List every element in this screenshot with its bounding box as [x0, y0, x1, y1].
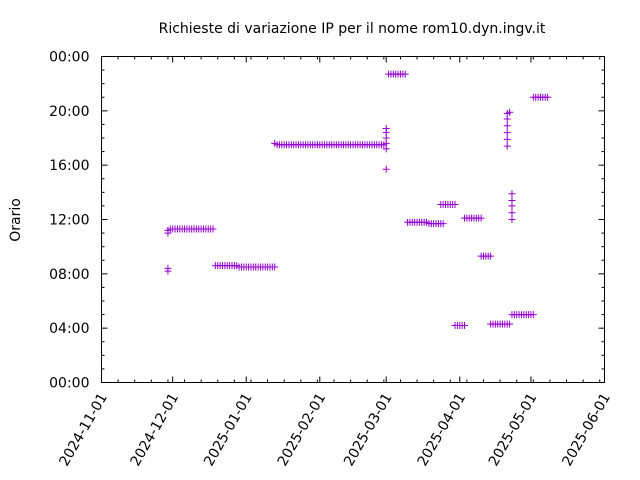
y-axis-label: Orario	[8, 198, 24, 242]
data-point	[382, 124, 390, 132]
x-tick-labels: 2024-11-01 2024-12-01 2025-01-01 2025-02-01…	[56, 391, 614, 469]
y-tick-label: 08:00	[49, 267, 89, 283]
data-point	[271, 263, 279, 271]
chart-title: Richieste di variazione IP per il nome r…	[159, 21, 546, 37]
y-tick-label: 16:00	[49, 158, 89, 174]
data-point	[164, 267, 172, 275]
data-point	[477, 214, 485, 222]
data-point	[209, 225, 217, 233]
plot-frame	[101, 56, 605, 383]
data-point	[487, 252, 495, 260]
x-tick-label: 2025-06-01	[559, 391, 614, 469]
y-tick-labels: 00:00 04:00 08:00 12:00 16:00 20:00 00:00	[49, 50, 89, 392]
data-point	[508, 216, 516, 223]
data-point	[529, 311, 537, 319]
data-point	[508, 190, 516, 198]
y-tick-label: 04:00	[49, 321, 89, 337]
x-tick-label: 2025-01-01	[201, 391, 256, 469]
data-point	[503, 122, 511, 130]
data-point	[164, 229, 172, 237]
data-point	[451, 201, 459, 209]
data-point	[382, 165, 390, 173]
x-tick-label: 2025-02-01	[275, 391, 330, 469]
x-tick-label: 2025-03-01	[341, 391, 396, 469]
data-point	[503, 129, 511, 137]
data-point	[401, 70, 409, 78]
y-tick-label: 00:00	[49, 376, 89, 392]
data-point	[508, 209, 516, 217]
data-point	[439, 220, 447, 228]
x-tick-label: 2025-04-01	[415, 391, 470, 469]
axis-ticks	[101, 56, 605, 383]
y-tick-label: 12:00	[49, 213, 89, 229]
x-tick-label: 2024-12-01	[128, 391, 183, 469]
data-point	[503, 135, 511, 143]
data-point	[544, 93, 552, 101]
y-tick-label: 00:00	[49, 50, 89, 66]
data-points	[164, 70, 552, 329]
data-point	[503, 142, 511, 150]
x-tick-label: 2025-05-01	[486, 391, 541, 469]
data-point	[461, 321, 469, 329]
y-tick-label: 20:00	[49, 104, 89, 120]
data-point	[508, 196, 516, 204]
data-point	[506, 108, 514, 116]
x-tick-label: 2024-11-01	[56, 391, 111, 469]
data-point	[506, 320, 514, 328]
